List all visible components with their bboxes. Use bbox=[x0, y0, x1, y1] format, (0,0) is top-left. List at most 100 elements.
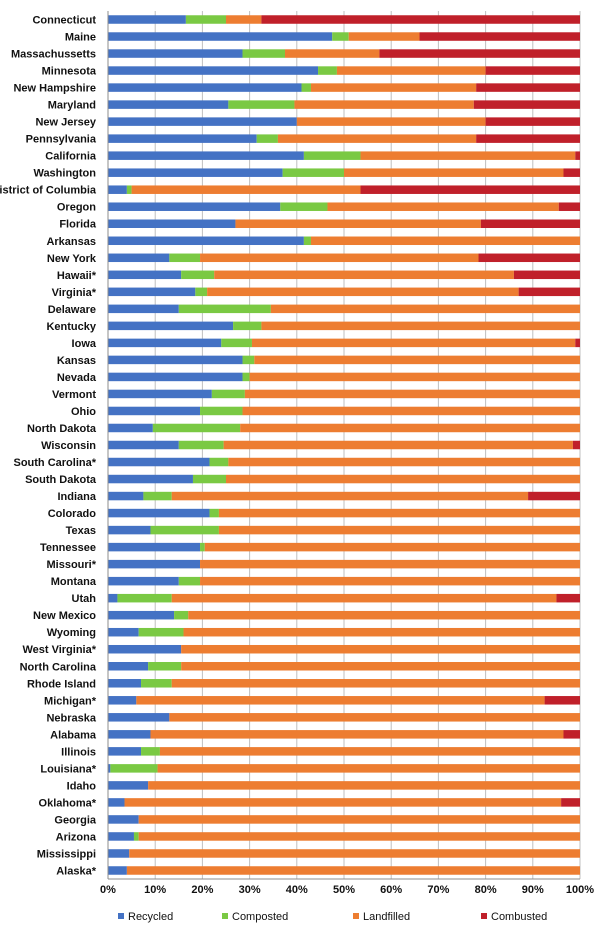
category-label-georgia: Georgia bbox=[54, 814, 96, 826]
bar-composted-maryland bbox=[228, 100, 295, 109]
category-label-washington: Washington bbox=[33, 168, 96, 180]
bar-landfilled-district-of-columbia bbox=[131, 185, 361, 194]
x-tick-label: 10% bbox=[144, 884, 166, 896]
category-label-colorado: Colorado bbox=[48, 508, 97, 520]
category-label-oklahoma: Oklahoma* bbox=[39, 797, 97, 809]
category-label-massachussetts: Massachussetts bbox=[11, 49, 96, 61]
bar-landfilled-missouri bbox=[200, 559, 581, 569]
bar-landfilled-north-dakota bbox=[240, 423, 580, 433]
legend-label-landfilled: Landfilled bbox=[363, 911, 410, 923]
bar-composted-virginia bbox=[195, 287, 208, 297]
bar-recycled-oregon bbox=[108, 202, 281, 211]
bar-recycled-maine bbox=[108, 32, 333, 41]
bar-combusted-hawaii bbox=[513, 270, 580, 280]
x-tick-label: 90% bbox=[522, 884, 544, 896]
bar-landfilled-north-carolina bbox=[181, 662, 580, 671]
category-label-arizona: Arizona bbox=[56, 831, 97, 843]
bar-composted-kentucky bbox=[233, 321, 262, 331]
bar-composted-massachussetts bbox=[242, 49, 285, 58]
bar-combusted-pennsylvania bbox=[476, 134, 580, 143]
bar-recycled-new-jersey bbox=[108, 117, 297, 126]
category-label-kentucky: Kentucky bbox=[46, 321, 96, 333]
bar-recycled-minnesota bbox=[108, 66, 319, 75]
category-label-alabama: Alabama bbox=[50, 729, 97, 741]
bar-landfilled-california bbox=[360, 151, 576, 160]
category-label-wisconsin: Wisconsin bbox=[41, 440, 96, 452]
bar-landfilled-maryland bbox=[294, 100, 474, 109]
bar-landfilled-iowa bbox=[251, 338, 576, 348]
bar-composted-texas bbox=[150, 525, 219, 535]
category-label-new-york: New York bbox=[47, 253, 97, 265]
category-label-virginia: Virginia* bbox=[52, 287, 97, 299]
category-label-arkansas: Arkansas bbox=[46, 236, 96, 248]
bar-landfilled-south-dakota bbox=[226, 474, 580, 484]
bar-recycled-south-dakota bbox=[108, 474, 193, 484]
bar-recycled-vermont bbox=[108, 389, 212, 399]
category-label-mississippi: Mississippi bbox=[37, 848, 96, 860]
bar-landfilled-alabama bbox=[150, 730, 564, 739]
x-tick-label: 80% bbox=[475, 884, 497, 896]
category-label-pennsylvania: Pennsylvania bbox=[26, 134, 97, 146]
category-label-wyoming: Wyoming bbox=[47, 627, 96, 639]
bar-composted-california bbox=[303, 151, 361, 160]
category-label-vermont: Vermont bbox=[52, 389, 96, 401]
x-tick-label: 40% bbox=[286, 884, 308, 896]
bar-composted-kansas bbox=[242, 355, 255, 365]
bar-composted-new-york bbox=[169, 253, 201, 263]
bar-landfilled-alaska bbox=[126, 866, 580, 875]
bar-landfilled-montana bbox=[200, 576, 581, 586]
category-labels: Connecticut Maine Massachussetts Minnesota N… bbox=[0, 15, 97, 878]
category-label-new-mexico: New Mexico bbox=[33, 610, 96, 622]
bar-landfilled-texas bbox=[218, 525, 581, 535]
bar-recycled-delaware bbox=[108, 304, 179, 314]
bar-recycled-maryland bbox=[108, 100, 229, 109]
category-label-south-carolina: South Carolina* bbox=[13, 457, 96, 469]
bar-recycled-idaho bbox=[108, 781, 149, 790]
bar-recycled-california bbox=[108, 151, 304, 160]
bar-combusted-utah bbox=[556, 593, 580, 603]
bar-recycled-alaska bbox=[108, 866, 127, 875]
category-label-south-dakota: South Dakota bbox=[25, 474, 97, 486]
bar-composted-nevada bbox=[242, 372, 250, 382]
x-tick-label: 30% bbox=[239, 884, 261, 896]
bar-recycled-district-of-columbia bbox=[108, 185, 127, 194]
legend-label-combusted: Combusted bbox=[491, 911, 547, 923]
category-label-north-carolina: North Carolina bbox=[20, 661, 97, 673]
category-label-missouri: Missouri* bbox=[46, 559, 96, 571]
bar-recycled-colorado bbox=[108, 508, 210, 518]
legend: Recycled Composted Landfilled Combusted bbox=[118, 911, 547, 923]
bar-landfilled-louisiana bbox=[157, 764, 580, 773]
bar-recycled-massachussetts bbox=[108, 49, 243, 58]
bar-composted-louisiana bbox=[110, 764, 158, 773]
category-label-new-jersey: New Jersey bbox=[35, 117, 96, 129]
bar-landfilled-indiana bbox=[171, 491, 529, 501]
category-label-north-dakota: North Dakota bbox=[27, 423, 97, 435]
category-label-california: California bbox=[45, 151, 97, 163]
bar-composted-washington bbox=[282, 168, 344, 177]
bar-recycled-arkansas bbox=[108, 236, 304, 246]
category-label-illinois: Illinois bbox=[61, 746, 96, 758]
category-label-connecticut: Connecticut bbox=[32, 15, 96, 27]
bar-recycled-alabama bbox=[108, 730, 151, 739]
bar-landfilled-nevada bbox=[249, 372, 580, 382]
bar-composted-indiana bbox=[143, 491, 172, 501]
bar-landfilled-colorado bbox=[218, 508, 581, 518]
bar-composted-new-hampshire bbox=[301, 83, 311, 92]
bar-composted-arizona bbox=[133, 832, 139, 841]
bar-composted-connecticut bbox=[185, 15, 226, 24]
bar-recycled-wyoming bbox=[108, 627, 139, 637]
bar-composted-pennsylvania bbox=[256, 134, 278, 143]
bar-composted-hawaii bbox=[181, 270, 215, 280]
bar-composted-ohio bbox=[200, 406, 243, 416]
bar-landfilled-arkansas bbox=[310, 236, 580, 246]
bar-combusted-district-of-columbia bbox=[360, 185, 580, 194]
x-tick-label: 70% bbox=[427, 884, 449, 896]
bar-landfilled-maine bbox=[348, 32, 420, 41]
bar-composted-tennessee bbox=[200, 542, 205, 552]
bar-landfilled-nebraska bbox=[169, 713, 581, 722]
category-label-ohio: Ohio bbox=[71, 406, 96, 418]
bar-landfilled-kentucky bbox=[261, 321, 580, 331]
category-label-new-hampshire: New Hampshire bbox=[13, 83, 96, 95]
x-tick-label: 50% bbox=[333, 884, 355, 896]
bar-landfilled-south-carolina bbox=[228, 457, 581, 467]
